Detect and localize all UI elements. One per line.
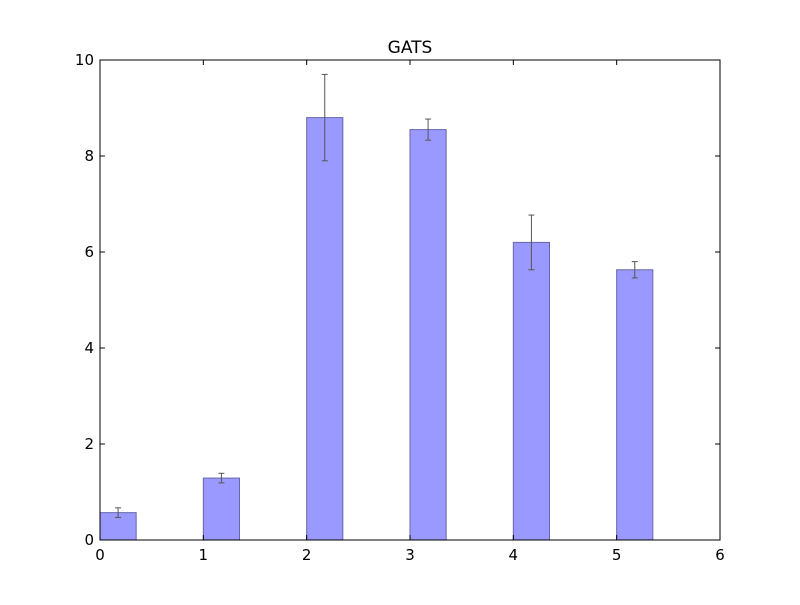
- error-bar-1: [218, 472, 225, 484]
- x-tick-label: 2: [302, 546, 312, 564]
- bar-5: [616, 269, 654, 541]
- y-tick-label: 8: [84, 147, 94, 165]
- y-tick-label: 2: [84, 435, 94, 453]
- x-tick-label: 6: [715, 546, 725, 564]
- bar-4: [512, 241, 550, 541]
- y-tick-label: 10: [75, 51, 94, 69]
- error-bar-3: [425, 118, 432, 141]
- error-bar-4: [528, 214, 535, 271]
- chart-title: GATS: [388, 38, 433, 58]
- plot-area-frame: [99, 59, 721, 541]
- x-tick-label: 0: [95, 546, 105, 564]
- bar-3: [409, 129, 447, 541]
- x-tick-label: 5: [612, 546, 622, 564]
- error-bar-5: [631, 261, 638, 279]
- y-tick-label: 0: [84, 531, 94, 549]
- y-tick-label: 4: [84, 339, 94, 357]
- bar-2: [306, 117, 344, 541]
- x-tick-label: 4: [509, 546, 519, 564]
- y-tick-label: 6: [84, 243, 94, 261]
- x-tick-label: 1: [199, 546, 209, 564]
- error-bar-2: [321, 73, 328, 162]
- error-bar-0: [115, 507, 122, 518]
- bar-1: [202, 477, 240, 541]
- x-tick-label: 3: [405, 546, 415, 564]
